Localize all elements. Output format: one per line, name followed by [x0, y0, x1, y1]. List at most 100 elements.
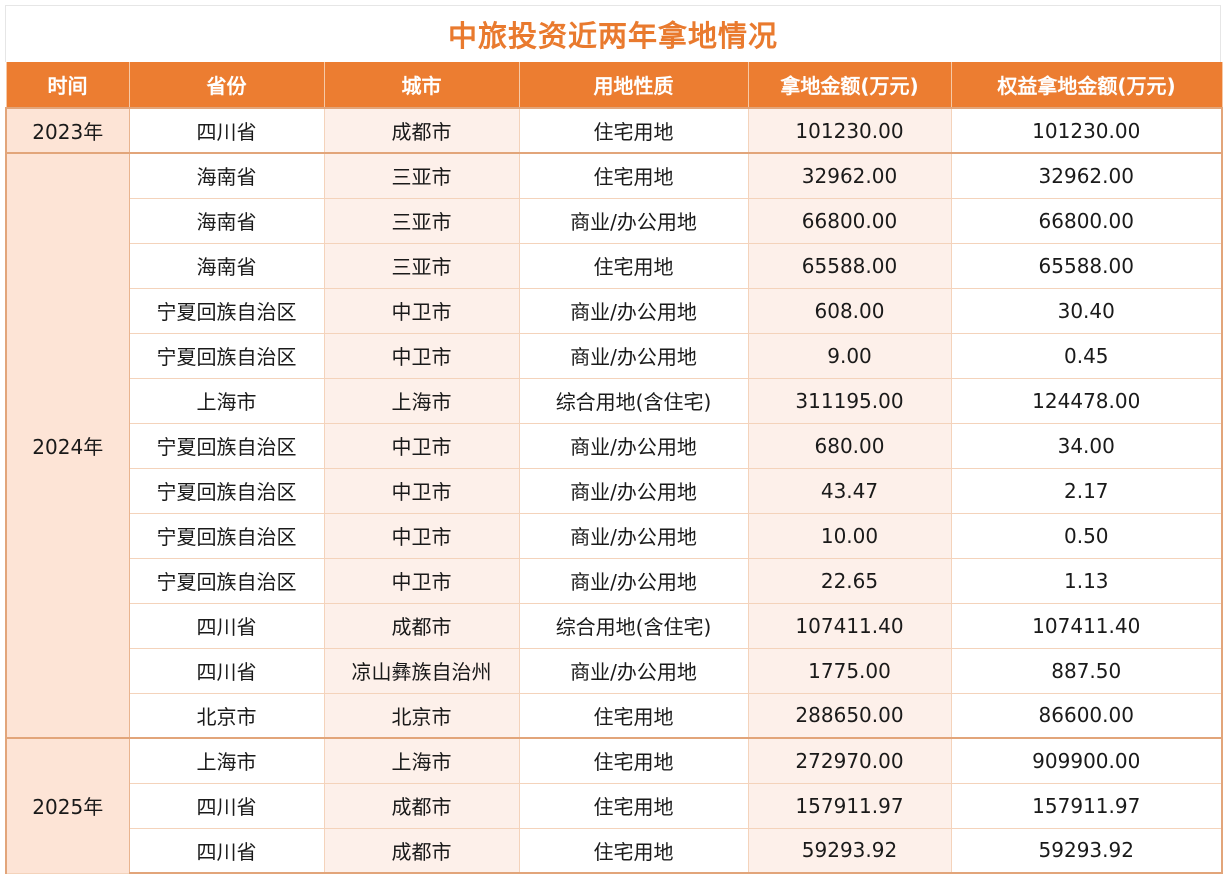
table-row: 四川省 成都市 住宅用地 59293.92 59293.92 [6, 827, 1223, 874]
table-body: 2023年 四川省 成都市 住宅用地 101230.00 101230.00 2024年 海南… [5, 107, 1223, 874]
header-equity-amount: 权益拿地金额(万元) [950, 62, 1223, 108]
cell-city: 中卫市 [323, 287, 520, 334]
table-row: 四川省 成都市 住宅用地 157911.97 157911.97 [6, 782, 1223, 829]
header-row: 时间 省份 城市 用地性质 拿地金额(万元) 权益拿地金额(万元) [5, 62, 1223, 108]
cell-amount: 59293.92 [747, 827, 952, 874]
cell-land-use: 综合用地(含住宅) [518, 602, 749, 649]
cell-province: 四川省 [128, 107, 325, 154]
table-row: 海南省 三亚市 商业/办公用地 66800.00 66800.00 [6, 197, 1223, 244]
table-row: 宁夏回族自治区 中卫市 商业/办公用地 22.65 1.13 [6, 557, 1223, 604]
cell-province: 宁夏回族自治区 [128, 557, 325, 604]
table-row: 北京市 北京市 住宅用地 288650.00 86600.00 [6, 692, 1223, 739]
cell-land-use: 商业/办公用地 [518, 647, 749, 694]
cell-land-use: 综合用地(含住宅) [518, 377, 749, 424]
header-year: 时间 [5, 62, 130, 108]
cell-city: 成都市 [323, 107, 520, 154]
table-row: 宁夏回族自治区 中卫市 商业/办公用地 680.00 34.00 [6, 422, 1223, 469]
cell-city: 凉山彝族自治州 [323, 647, 520, 694]
table-row: 2024年 海南省 三亚市 住宅用地 32962.00 32962.00 [5, 152, 1223, 739]
table-row: 四川省 成都市 综合用地(含住宅) 107411.40 107411.40 [6, 602, 1223, 649]
cell-amount: 101230.00 [747, 107, 952, 154]
cell-amount: 288650.00 [747, 692, 952, 739]
cell-land-use: 住宅用地 [518, 152, 749, 199]
cell-amount: 157911.97 [747, 782, 952, 829]
cell-city: 上海市 [323, 377, 520, 424]
table-row: 四川省 凉山彝族自治州 商业/办公用地 1775.00 887.50 [6, 647, 1223, 694]
cell-land-use: 住宅用地 [518, 692, 749, 739]
cell-equity-amount: 909900.00 [950, 737, 1223, 784]
cell-city: 成都市 [323, 602, 520, 649]
cell-city: 中卫市 [323, 557, 520, 604]
table-row: 2023年 四川省 成都市 住宅用地 101230.00 101230.00 [5, 107, 1223, 154]
cell-city: 三亚市 [323, 242, 520, 289]
cell-equity-amount: 2.17 [950, 467, 1223, 514]
table-row: 宁夏回族自治区 中卫市 商业/办公用地 9.00 0.45 [6, 332, 1223, 379]
cell-province: 宁夏回族自治区 [128, 512, 325, 559]
cell-equity-amount: 887.50 [950, 647, 1223, 694]
cell-amount: 10.00 [747, 512, 952, 559]
cell-land-use: 商业/办公用地 [518, 197, 749, 244]
header-amount: 拿地金额(万元) [747, 62, 952, 108]
cell-year: 2025年 [5, 737, 130, 874]
cell-province: 宁夏回族自治区 [128, 287, 325, 334]
cell-land-use: 商业/办公用地 [518, 332, 749, 379]
cell-amount: 272970.00 [747, 737, 952, 784]
table-row: 2025年 上海市 上海市 住宅用地 272970.00 909900.00 [5, 737, 1223, 874]
cell-land-use: 住宅用地 [518, 242, 749, 289]
cell-amount: 680.00 [747, 422, 952, 469]
cell-province: 上海市 [128, 737, 325, 784]
cell-year: 2024年 [5, 152, 130, 739]
cell-amount: 32962.00 [747, 152, 952, 199]
cell-province: 海南省 [128, 242, 325, 289]
land-acquisition-report: 中旅投资近两年拿地情况 时间 省份 城市 用地性质 拿地金额(万元) 权益拿地金… [5, 5, 1223, 874]
cell-amount: 65588.00 [747, 242, 952, 289]
cell-land-use: 商业/办公用地 [518, 467, 749, 514]
cell-amount: 9.00 [747, 332, 952, 379]
cell-province: 海南省 [128, 197, 325, 244]
cell-province: 上海市 [128, 377, 325, 424]
land-acquisition-table: 时间 省份 城市 用地性质 拿地金额(万元) 权益拿地金额(万元) 2023年四… [5, 62, 1223, 874]
cell-equity-amount: 1.13 [950, 557, 1223, 604]
cell-city: 北京市 [323, 692, 520, 739]
table-row: 上海市 上海市 综合用地(含住宅) 311195.00 124478.00 [6, 377, 1223, 424]
cell-province: 海南省 [128, 152, 325, 199]
cell-land-use: 住宅用地 [518, 827, 749, 874]
cell-province: 北京市 [128, 692, 325, 739]
cell-land-use: 商业/办公用地 [518, 512, 749, 559]
cell-equity-amount: 0.50 [950, 512, 1223, 559]
cell-amount: 1775.00 [747, 647, 952, 694]
cell-amount: 311195.00 [747, 377, 952, 424]
cell-land-use: 商业/办公用地 [518, 557, 749, 604]
header-land-use: 用地性质 [518, 62, 749, 108]
cell-equity-amount: 107411.40 [950, 602, 1223, 649]
table-row: 宁夏回族自治区 中卫市 商业/办公用地 608.00 30.40 [6, 287, 1223, 334]
cell-equity-amount: 34.00 [950, 422, 1223, 469]
header-city: 城市 [323, 62, 520, 108]
cell-city: 成都市 [323, 827, 520, 874]
cell-city: 成都市 [323, 782, 520, 829]
cell-equity-amount: 59293.92 [950, 827, 1223, 874]
cell-province: 四川省 [128, 602, 325, 649]
cell-province: 宁夏回族自治区 [128, 422, 325, 469]
cell-equity-amount: 101230.00 [950, 107, 1223, 154]
cell-equity-amount: 157911.97 [950, 782, 1223, 829]
cell-equity-amount: 124478.00 [950, 377, 1223, 424]
cell-equity-amount: 65588.00 [950, 242, 1223, 289]
cell-amount: 22.65 [747, 557, 952, 604]
cell-land-use: 商业/办公用地 [518, 287, 749, 334]
cell-city: 上海市 [323, 737, 520, 784]
cell-city: 三亚市 [323, 152, 520, 199]
cell-equity-amount: 30.40 [950, 287, 1223, 334]
table-title: 中旅投资近两年拿地情况 [5, 5, 1221, 62]
cell-city: 中卫市 [323, 512, 520, 559]
table-row: 宁夏回族自治区 中卫市 商业/办公用地 10.00 0.50 [6, 512, 1223, 559]
cell-equity-amount: 32962.00 [950, 152, 1223, 199]
cell-province: 宁夏回族自治区 [128, 332, 325, 379]
cell-amount: 66800.00 [747, 197, 952, 244]
cell-equity-amount: 0.45 [950, 332, 1223, 379]
cell-city: 中卫市 [323, 422, 520, 469]
cell-city: 三亚市 [323, 197, 520, 244]
cell-equity-amount: 86600.00 [950, 692, 1223, 739]
cell-land-use: 住宅用地 [518, 782, 749, 829]
cell-province: 四川省 [128, 647, 325, 694]
